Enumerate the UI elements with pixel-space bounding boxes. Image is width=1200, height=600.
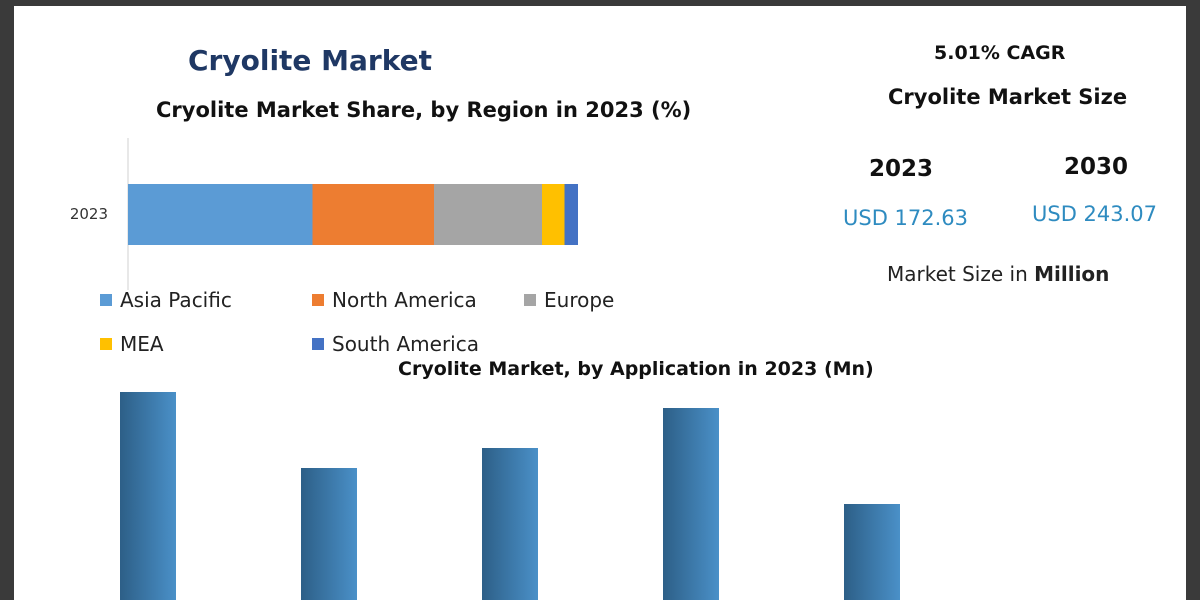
- top-border: [0, 0, 1200, 6]
- region-chart-title: Cryolite Market Share, by Region in 2023…: [156, 98, 692, 122]
- left-border: [0, 0, 14, 600]
- legend-item: South America: [312, 332, 479, 356]
- legend-item: Asia Pacific: [100, 288, 232, 312]
- unit-bold: Million: [1034, 262, 1110, 286]
- legend-label: Europe: [544, 288, 615, 312]
- cagr-label: 5.01% CAGR: [934, 42, 1066, 64]
- region-bar-segment: [128, 184, 313, 245]
- market-size-unit: Market Size in Million: [887, 262, 1109, 286]
- right-border: [1186, 0, 1200, 600]
- region-bar-segment: [564, 184, 578, 245]
- legend-label: North America: [332, 288, 477, 312]
- legend-label: South America: [332, 332, 479, 356]
- application-bar: [301, 468, 357, 600]
- page-title: Cryolite Market: [188, 44, 432, 77]
- region-category-label: 2023: [70, 205, 108, 223]
- application-bar: [844, 504, 900, 600]
- region-bar-segment: [542, 184, 565, 245]
- legend-swatch: [100, 338, 112, 350]
- market-size-title: Cryolite Market Size: [888, 85, 1128, 109]
- application-bar: [663, 408, 719, 600]
- unit-prefix: Market Size in: [887, 262, 1035, 286]
- region-bar-segment: [312, 184, 434, 245]
- legend-item: MEA: [100, 332, 164, 356]
- application-bar: [482, 448, 538, 600]
- legend-label: Asia Pacific: [120, 288, 232, 312]
- legend-swatch: [312, 338, 324, 350]
- legend-label: MEA: [120, 332, 164, 356]
- legend-item: Europe: [524, 288, 614, 312]
- application-chart-title: Cryolite Market, by Application in 2023 …: [398, 358, 874, 380]
- legend-swatch: [524, 294, 536, 306]
- year-end: 2030: [1064, 154, 1129, 180]
- legend-swatch: [312, 294, 324, 306]
- value-end: USD 243.07: [1032, 202, 1158, 226]
- legend-swatch: [100, 294, 112, 306]
- year-start: 2023: [869, 156, 934, 182]
- application-bar: [120, 392, 176, 600]
- value-start: USD 172.63: [843, 206, 969, 230]
- legend-item: North America: [312, 288, 477, 312]
- region-bar-segment: [434, 184, 542, 245]
